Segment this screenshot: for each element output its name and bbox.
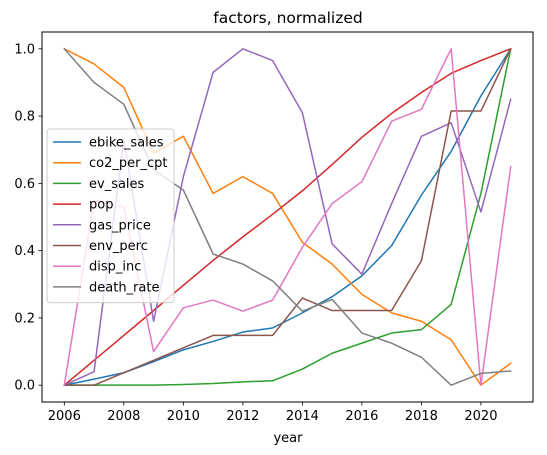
y-tick-label: 0.8 xyxy=(14,110,35,125)
x-tick-label: 2016 xyxy=(345,409,378,424)
legend-label-gas_price: gas_price xyxy=(89,218,151,233)
y-tick-label: 1.0 xyxy=(14,42,35,57)
y-tick-label: 0.6 xyxy=(14,177,35,192)
series-line-ev_sales xyxy=(63,47,512,386)
x-tick-label: 2006 xyxy=(48,409,81,424)
plot-frame xyxy=(41,31,534,403)
x-tick-label: 2008 xyxy=(107,409,140,424)
y-tick-label: 0.4 xyxy=(14,244,35,259)
chart-title: factors, normalized xyxy=(213,9,362,27)
x-tick-label: 2018 xyxy=(405,409,438,424)
y-tick-label: 0.2 xyxy=(14,311,35,326)
legend-label-ebike_sales: ebike_sales xyxy=(89,136,164,151)
y-axis: 0.0 0.2 0.4 0.6 0.8 1.0 xyxy=(14,42,42,394)
y-tick-label: 0.0 xyxy=(14,379,35,394)
series-line-pop xyxy=(63,47,512,387)
series-line-co2_per_cpt xyxy=(63,47,512,386)
x-tick-label: 2010 xyxy=(167,409,200,424)
legend-box xyxy=(46,128,175,304)
legend-label-pop: pop xyxy=(89,198,113,213)
x-axis-label: year xyxy=(273,431,303,446)
legend-label-env_perc: env_perc xyxy=(89,239,148,254)
legend-label-death_rate: death_rate xyxy=(89,280,159,295)
x-tick-label: 2020 xyxy=(464,409,497,424)
legend-label-co2_per_cpt: co2_per_cpt xyxy=(89,156,167,171)
x-tick-label: 2012 xyxy=(226,409,259,424)
legend-label-disp_inc: disp_inc xyxy=(89,260,141,275)
x-axis: 2006 2008 2010 2012 2014 2016 2018 2020 xyxy=(48,402,497,424)
legend-label-ev_sales: ev_sales xyxy=(89,177,145,192)
series-line-env_perc xyxy=(63,47,512,386)
x-tick-label: 2014 xyxy=(286,409,319,424)
